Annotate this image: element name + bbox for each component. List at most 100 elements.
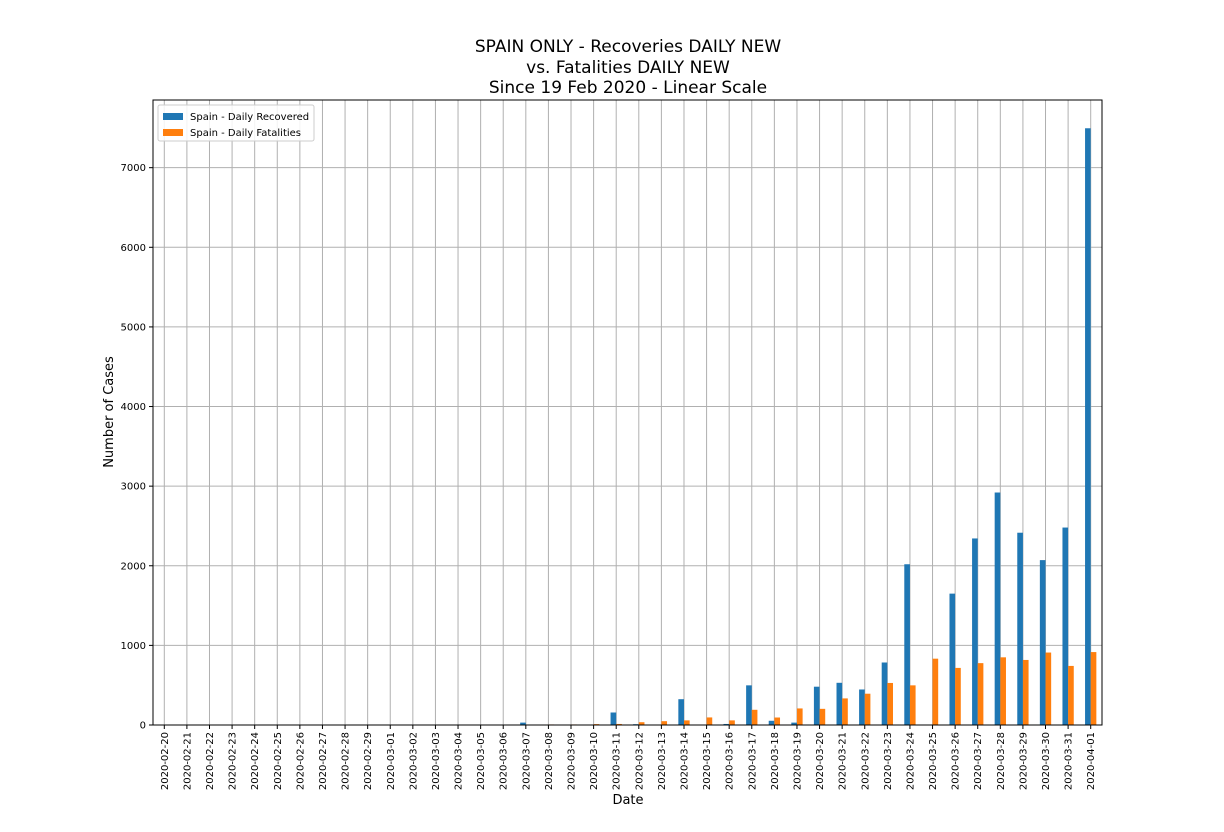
bar bbox=[814, 687, 820, 725]
y-axis-ticks: 0 1000 2000 3000 4000 5000 6000 7000 bbox=[121, 163, 153, 731]
y-tick-label: 6000 bbox=[121, 243, 146, 254]
bar bbox=[887, 683, 893, 725]
bar bbox=[678, 699, 684, 725]
x-tick-label: 2020-02-24 bbox=[250, 732, 261, 790]
x-tick-label: 2020-03-06 bbox=[499, 732, 510, 790]
bar bbox=[859, 689, 865, 725]
x-tick-label: 2020-03-12 bbox=[634, 732, 645, 790]
x-tick-label: 2020-03-30 bbox=[1041, 732, 1052, 790]
bar bbox=[910, 685, 916, 725]
x-tick-label: 2020-03-26 bbox=[951, 732, 962, 790]
bar bbox=[995, 493, 1001, 725]
y-tick-label: 0 bbox=[140, 721, 146, 732]
x-tick-label: 2020-03-23 bbox=[883, 732, 894, 790]
bar bbox=[729, 720, 735, 725]
x-tick-label: 2020-02-21 bbox=[182, 732, 193, 790]
x-tick-label: 2020-03-11 bbox=[612, 732, 623, 790]
y-tick-label: 2000 bbox=[121, 561, 146, 572]
y-tick-label: 3000 bbox=[121, 482, 146, 493]
bar bbox=[661, 721, 667, 725]
x-tick-label: 2020-03-14 bbox=[679, 732, 690, 790]
bar bbox=[1000, 657, 1006, 725]
x-tick-label: 2020-03-24 bbox=[905, 732, 916, 790]
x-tick-label: 2020-02-23 bbox=[228, 732, 239, 790]
x-tick-label: 2020-03-16 bbox=[725, 732, 736, 790]
bar bbox=[1091, 652, 1097, 725]
bar bbox=[1040, 560, 1046, 725]
x-tick-label: 2020-03-03 bbox=[431, 732, 442, 790]
x-tick-label: 2020-02-22 bbox=[205, 732, 216, 790]
x-tick-label: 2020-03-13 bbox=[657, 732, 668, 790]
y-tick-label: 1000 bbox=[121, 641, 146, 652]
x-tick-label: 2020-03-25 bbox=[928, 732, 939, 790]
x-tick-label: 2020-03-08 bbox=[544, 732, 555, 790]
x-tick-label: 2020-03-15 bbox=[702, 732, 713, 790]
legend: Spain - Daily Recovered Spain - Daily Fat… bbox=[158, 105, 314, 141]
bar bbox=[933, 659, 939, 725]
x-tick-label: 2020-03-07 bbox=[521, 732, 532, 790]
x-tick-label: 2020-03-02 bbox=[408, 732, 419, 790]
bar bbox=[1085, 128, 1091, 725]
bar bbox=[978, 663, 984, 725]
bar bbox=[797, 708, 803, 725]
x-tick-label: 2020-03-01 bbox=[386, 732, 397, 790]
x-tick-label: 2020-03-21 bbox=[838, 732, 849, 790]
bar bbox=[972, 538, 978, 725]
bar bbox=[774, 718, 780, 725]
legend-label: Spain - Daily Fatalities bbox=[190, 128, 301, 139]
bar bbox=[1068, 666, 1074, 725]
bar bbox=[1062, 528, 1068, 725]
x-tick-label: 2020-04-01 bbox=[1086, 732, 1097, 790]
bar bbox=[949, 594, 955, 725]
bar bbox=[955, 668, 961, 725]
legend-swatch bbox=[163, 129, 183, 136]
bar bbox=[865, 694, 871, 725]
bar bbox=[1046, 653, 1052, 725]
bar bbox=[882, 663, 888, 726]
x-tick-label: 2020-03-28 bbox=[996, 732, 1007, 790]
y-axis-label: Number of Cases bbox=[102, 356, 117, 468]
x-tick-label: 2020-03-22 bbox=[860, 732, 871, 790]
x-tick-label: 2020-03-29 bbox=[1018, 732, 1029, 790]
bar bbox=[707, 717, 713, 725]
bar bbox=[769, 721, 775, 725]
bar bbox=[752, 710, 758, 725]
x-axis-ticks: 2020-02-20 2020-02-21 2020-02-22 2020-02-23… bbox=[160, 725, 1097, 790]
x-tick-label: 2020-03-17 bbox=[747, 732, 758, 790]
x-tick-label: 2020-02-25 bbox=[273, 732, 284, 790]
bar bbox=[1017, 533, 1023, 725]
bar bbox=[746, 685, 752, 725]
bar bbox=[1023, 660, 1029, 725]
bar bbox=[842, 698, 848, 725]
chart-title-line-3: Since 19 Feb 2020 - Linear Scale bbox=[489, 78, 767, 98]
x-tick-label: 2020-02-28 bbox=[341, 732, 352, 790]
x-axis-label: Date bbox=[612, 793, 643, 808]
x-tick-label: 2020-03-09 bbox=[567, 732, 578, 790]
bars-group bbox=[435, 128, 1096, 725]
x-tick-label: 2020-03-20 bbox=[815, 732, 826, 790]
x-tick-label: 2020-03-18 bbox=[770, 732, 781, 790]
chart-title-line-2: vs. Fatalities DAILY NEW bbox=[526, 58, 730, 78]
y-tick-label: 7000 bbox=[121, 163, 146, 174]
x-tick-label: 2020-03-27 bbox=[973, 732, 984, 790]
x-tick-label: 2020-02-29 bbox=[363, 732, 374, 790]
x-tick-label: 2020-03-05 bbox=[476, 732, 487, 790]
y-tick-label: 4000 bbox=[121, 402, 146, 413]
legend-label: Spain - Daily Recovered bbox=[190, 112, 309, 123]
x-tick-label: 2020-03-19 bbox=[792, 732, 803, 790]
x-tick-label: 2020-03-04 bbox=[454, 732, 465, 790]
x-tick-label: 2020-02-20 bbox=[160, 732, 171, 790]
grid-lines bbox=[153, 100, 1102, 725]
y-tick-label: 5000 bbox=[121, 322, 146, 333]
chart-title-line-1: SPAIN ONLY - Recoveries DAILY NEW bbox=[475, 37, 781, 57]
plot-frame bbox=[153, 100, 1102, 725]
bar bbox=[611, 713, 617, 726]
x-tick-label: 2020-02-27 bbox=[318, 732, 329, 790]
x-tick-label: 2020-03-31 bbox=[1064, 732, 1075, 790]
bar bbox=[837, 683, 843, 725]
x-tick-label: 2020-03-10 bbox=[589, 732, 600, 790]
chart-title: SPAIN ONLY - Recoveries DAILY NEW vs. Fa… bbox=[475, 37, 781, 98]
legend-swatch bbox=[163, 113, 183, 120]
bar bbox=[820, 709, 826, 725]
